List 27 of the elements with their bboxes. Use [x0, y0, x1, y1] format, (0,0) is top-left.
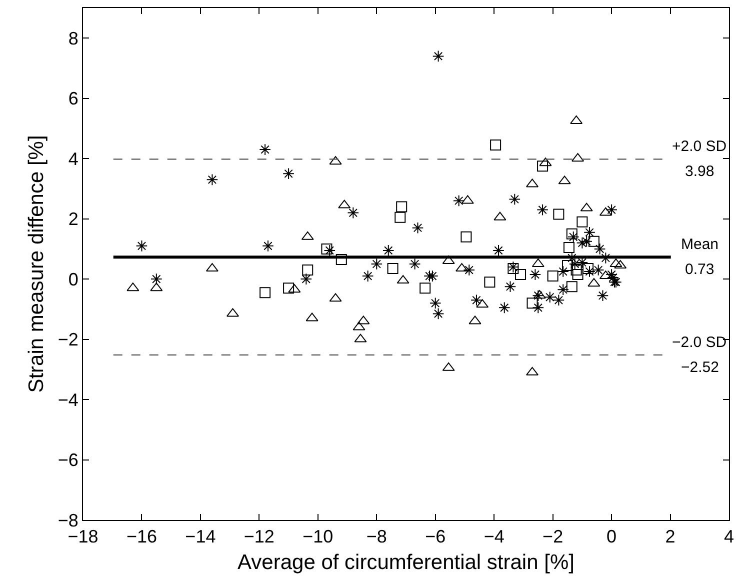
- ref-line-label: Mean: [681, 236, 719, 253]
- annotation: 3.98: [685, 163, 714, 180]
- x-tick-label: −16: [126, 526, 158, 547]
- y-tick-label: −4: [58, 390, 78, 410]
- annotation: 0.73: [685, 261, 714, 278]
- x-tick-label: 2: [665, 526, 676, 547]
- ref-line-label: −2.0 SD: [672, 334, 727, 351]
- y-axis-title: Strain measure diffence [%]: [25, 135, 48, 393]
- y-tick-label: −2: [58, 330, 78, 350]
- annotation: −2.52: [681, 359, 719, 376]
- y-tick-label: 4: [68, 148, 78, 169]
- x-tick-label: −6: [425, 526, 446, 547]
- y-tick-label: 6: [68, 88, 78, 109]
- x-tick-label: −2: [542, 526, 564, 547]
- x-tick-label: −8: [366, 526, 387, 547]
- y-tick-label: −6: [58, 450, 78, 470]
- x-tick-label: −14: [185, 526, 216, 547]
- x-tick-label: −4: [484, 526, 504, 547]
- x-tick-label: 0: [606, 526, 617, 547]
- x-tick-label: 4: [724, 526, 734, 547]
- x-tick-label: −10: [302, 526, 334, 547]
- y-tick-label: 2: [68, 209, 78, 230]
- y-tick-label: 8: [68, 28, 78, 48]
- y-tick-label: 0: [68, 269, 78, 290]
- x-axis-title: Average of circumferential strain [%]: [238, 550, 574, 574]
- x-tick-label: −12: [244, 526, 274, 547]
- ref-line-label: +2.0 SD: [672, 138, 727, 155]
